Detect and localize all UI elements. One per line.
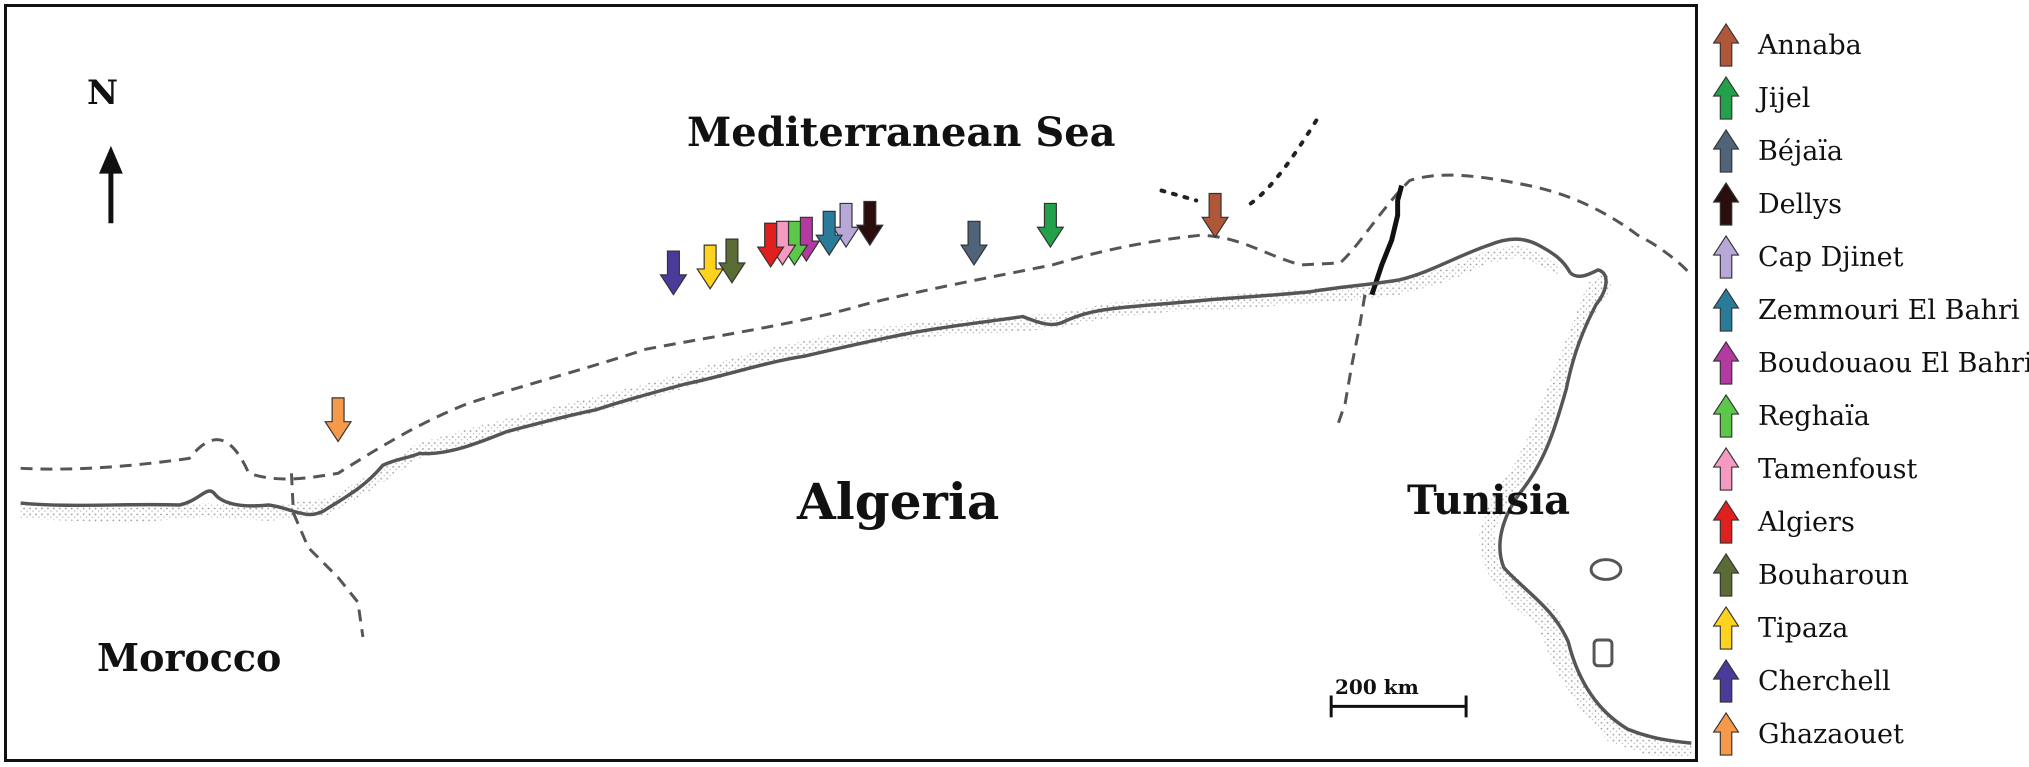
maritime-boundary <box>20 173 1693 481</box>
arrow-up-icon <box>1712 553 1740 597</box>
legend-item-boudouaou-el-bahri: Boudouaou El Bahri <box>1702 338 2029 392</box>
site-marker-zemmouri-el-bahri <box>815 210 844 257</box>
arrow-up-icon <box>1712 182 1740 226</box>
legend-label: Algiers <box>1758 507 1855 538</box>
legend-item-tipaza: Tipaza <box>1702 603 2029 657</box>
coastline <box>20 237 1572 517</box>
site-marker-ghazaouet <box>324 397 353 443</box>
site-marker-algiers <box>756 222 785 269</box>
arrow-up-icon <box>1712 288 1740 332</box>
country-label-tunisia: Tunisia <box>1407 477 1571 524</box>
map-canvas <box>20 112 1693 758</box>
legend-label: Boudouaou El Bahri <box>1758 348 2029 379</box>
north-arrow-icon <box>99 145 123 224</box>
legend-item-ghazaouet: Ghazaouet <box>1702 709 2029 763</box>
legend-label: Béjaïa <box>1758 136 1844 167</box>
site-marker-tipaza <box>696 244 725 290</box>
legend-label: Zemmouri El Bahri <box>1758 295 2020 326</box>
arrow-up-icon <box>1712 23 1740 67</box>
legend-item-bouharoun: Bouharoun <box>1702 550 2029 604</box>
legend-item-jijel: Jijel <box>1702 73 2029 127</box>
algeria-tunisia-border <box>1336 294 1367 425</box>
site-marker-bejaia <box>960 220 989 267</box>
arrow-up-icon <box>1712 129 1740 173</box>
offshore-dotted-line <box>1159 188 1199 203</box>
sea-label: Mediterranean Sea <box>687 109 1116 156</box>
site-marker-bouharoun <box>717 238 746 284</box>
site-markers <box>324 192 1230 443</box>
legend-item-dellys: Dellys <box>1702 179 2029 233</box>
legend-item-bejaia: Béjaïa <box>1702 126 2029 180</box>
legend-item-annaba: Annaba <box>1702 20 2029 74</box>
country-label-morocco: Morocco <box>97 635 282 680</box>
arrow-up-icon <box>1712 394 1740 438</box>
coast-stipple-band <box>20 245 1559 523</box>
site-marker-cherchell <box>659 250 688 296</box>
legend-label: Annaba <box>1758 30 1862 61</box>
arrow-up-icon <box>1712 76 1740 120</box>
offshore-dotted-line <box>1248 112 1323 206</box>
island <box>1589 558 1623 581</box>
north-label: N <box>87 73 119 113</box>
map-frame: N Mediterranean Sea Algeria Tunisia Moro… <box>4 4 1698 762</box>
legend: Annaba Jijel Béjaïa Dellys Cap Djinet Zemmour… <box>1702 20 2029 760</box>
legend-label: Tipaza <box>1758 613 1849 644</box>
scale-label: 200 km <box>1335 675 1419 699</box>
legend-label: Ghazaouet <box>1758 719 1904 750</box>
site-marker-jijel <box>1036 202 1065 249</box>
arrow-up-icon <box>1712 447 1740 491</box>
arrow-up-icon <box>1712 235 1740 279</box>
legend-item-zemmouri-el-bahri: Zemmouri El Bahri <box>1702 285 2029 339</box>
arrow-up-icon <box>1712 606 1740 650</box>
scale-bar <box>1329 695 1468 718</box>
legend-label: Bouharoun <box>1758 560 1909 591</box>
legend-label: Cap Djinet <box>1758 242 1904 273</box>
legend-label: Reghaïa <box>1758 401 1870 432</box>
legend-item-cherchell: Cherchell <box>1702 656 2029 710</box>
arrow-up-icon <box>1712 712 1740 756</box>
legend-item-algiers: Algiers <box>1702 497 2029 551</box>
legend-label: Dellys <box>1758 189 1843 220</box>
arrow-up-icon <box>1712 500 1740 544</box>
legend-label: Tamenfoust <box>1758 454 1918 485</box>
island <box>1592 638 1614 668</box>
thick-border-line <box>1369 184 1405 296</box>
site-marker-dellys <box>855 200 884 247</box>
country-label-algeria: Algeria <box>797 472 1000 531</box>
legend-label: Cherchell <box>1758 666 1891 697</box>
legend-item-reghaia: Reghaïa <box>1702 391 2029 445</box>
legend-item-cap-djinet: Cap Djinet <box>1702 232 2029 286</box>
legend-label: Jijel <box>1758 83 1811 114</box>
arrow-up-icon <box>1712 341 1740 385</box>
legend-item-tamenfoust: Tamenfoust <box>1702 444 2029 498</box>
arrow-up-icon <box>1712 659 1740 703</box>
tunisia-coastline <box>1498 268 1692 745</box>
site-marker-annaba <box>1201 192 1230 239</box>
